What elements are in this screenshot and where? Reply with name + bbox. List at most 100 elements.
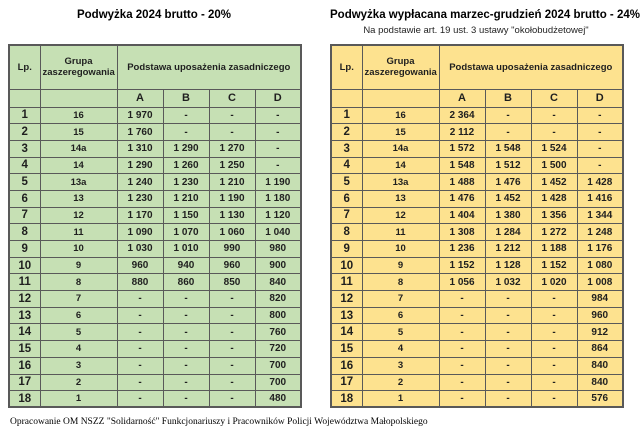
table-row: 13 6- - -960 <box>330 306 624 325</box>
lp-cell: 3 <box>8 139 41 158</box>
table-row: 18 1- - -480 <box>8 390 302 408</box>
lp-cell: 6 <box>8 189 41 208</box>
value-cell: 700 <box>254 356 302 375</box>
value-cell: - <box>116 356 164 375</box>
column-header-lp: Lp. <box>8 44 41 90</box>
right-table-section: Podwyżka wypłacana marzec-grudzień 2024 … <box>330 4 640 409</box>
left-table-header-area: Podwyżka 2024 brutto - 20% <box>8 8 300 44</box>
value-cell: 1 290 <box>162 139 210 158</box>
value-cell: - <box>484 106 532 125</box>
value-cell: 1 548 <box>438 156 486 175</box>
value-cell: 1 260 <box>162 156 210 175</box>
value-cell: 1 210 <box>162 189 210 208</box>
group-cell: 5 <box>361 323 440 342</box>
value-cell: 840 <box>576 356 624 375</box>
right-table-title: Podwyżka wypłacana marzec-grudzień 2024 … <box>330 9 640 21</box>
value-cell: 1 476 <box>438 189 486 208</box>
table-row: 12 7- - -820 <box>8 290 302 308</box>
value-cell: - <box>254 139 302 158</box>
lp-cell: 13 <box>330 306 363 325</box>
value-cell: 1 170 <box>116 206 164 225</box>
lp-cell: 8 <box>8 223 41 241</box>
value-cell: - <box>116 373 164 392</box>
value-cell: 1 090 <box>116 223 164 241</box>
column-header-d: D <box>254 88 302 108</box>
lp-cell: 15 <box>330 340 363 358</box>
column-header-c: C <box>208 88 256 108</box>
value-cell: - <box>530 390 578 408</box>
lp-cell: 5 <box>8 173 41 191</box>
group-cell: 9 <box>39 256 118 275</box>
table-row: 10 9 960 940 960 900 <box>8 256 302 275</box>
value-cell: - <box>162 106 210 125</box>
value-cell: 1 428 <box>576 173 624 191</box>
table-row: 15 4- - -864 <box>330 340 624 358</box>
value-cell: 1 236 <box>438 240 486 258</box>
value-cell: - <box>530 356 578 375</box>
value-cell: 840 <box>576 373 624 392</box>
value-cell: 860 <box>162 273 210 292</box>
column-header-c: C <box>530 88 578 108</box>
salary-table-24-percent: Lp. Grupa zaszeregowania Podstawa uposaż… <box>330 44 625 409</box>
table-row: 17 2- - -700 <box>8 373 302 392</box>
value-cell: 1 476 <box>484 173 532 191</box>
table-row: 7 12 1 170 1 150 1 130 1 120 <box>8 206 302 225</box>
group-cell: 6 <box>39 306 118 325</box>
lp-cell: 11 <box>8 273 41 292</box>
value-cell: 1 488 <box>438 173 486 191</box>
table-row: 7 12 1 404 1 380 1 356 1 344 <box>330 206 624 225</box>
value-cell: - <box>438 340 486 358</box>
value-cell: - <box>484 123 532 141</box>
value-cell: 1 356 <box>530 206 578 225</box>
empty-header-cell <box>361 88 440 108</box>
value-cell: 1 512 <box>484 156 532 175</box>
value-cell: 1 290 <box>116 156 164 175</box>
lp-cell: 1 <box>8 106 41 125</box>
lp-cell: 18 <box>8 390 41 408</box>
value-cell: 480 <box>254 390 302 408</box>
group-cell: 15 <box>361 123 440 141</box>
value-cell: 1 130 <box>208 206 256 225</box>
group-cell: 7 <box>361 290 440 308</box>
lp-cell: 6 <box>330 189 363 208</box>
value-cell: 1 548 <box>484 139 532 158</box>
value-cell: - <box>484 306 532 325</box>
group-cell: 1 <box>361 390 440 408</box>
column-header-b: B <box>484 88 532 108</box>
value-cell: 850 <box>208 273 256 292</box>
table-row: 14 5- - -912 <box>330 323 624 342</box>
value-cell: - <box>162 123 210 141</box>
value-cell: 1 056 <box>438 273 486 292</box>
value-cell: 720 <box>254 340 302 358</box>
value-cell: - <box>576 106 624 125</box>
column-header-a: A <box>116 88 164 108</box>
group-cell: 12 <box>39 206 118 225</box>
group-cell: 13 <box>39 189 118 208</box>
value-cell: - <box>484 373 532 392</box>
value-cell: - <box>438 306 486 325</box>
group-cell: 12 <box>361 206 440 225</box>
value-cell: - <box>208 306 256 325</box>
group-cell: 14a <box>39 139 118 158</box>
table-row: 9 10 1 236 1 212 1 188 1 176 <box>330 240 624 258</box>
value-cell: - <box>438 323 486 342</box>
value-cell: 900 <box>254 256 302 275</box>
group-cell: 5 <box>39 323 118 342</box>
lp-cell: 10 <box>8 256 41 275</box>
value-cell: 1 120 <box>254 206 302 225</box>
group-cell: 8 <box>39 273 118 292</box>
column-header-group: Grupa zaszeregowania <box>39 44 118 90</box>
lp-cell: 14 <box>330 323 363 342</box>
right-table-body: 1 16 2 364- - -2 15 2 112- - -3 14a 1 572 1 548 1 52… <box>330 106 624 408</box>
value-cell: - <box>530 373 578 392</box>
lp-cell: 12 <box>330 290 363 308</box>
value-cell: - <box>116 290 164 308</box>
group-cell: 11 <box>39 223 118 241</box>
group-cell: 3 <box>39 356 118 375</box>
empty-header-cell <box>39 88 118 108</box>
value-cell: - <box>254 123 302 141</box>
lp-cell: 17 <box>8 373 41 392</box>
value-cell: - <box>484 290 532 308</box>
group-cell: 2 <box>361 373 440 392</box>
lp-cell: 4 <box>8 156 41 175</box>
